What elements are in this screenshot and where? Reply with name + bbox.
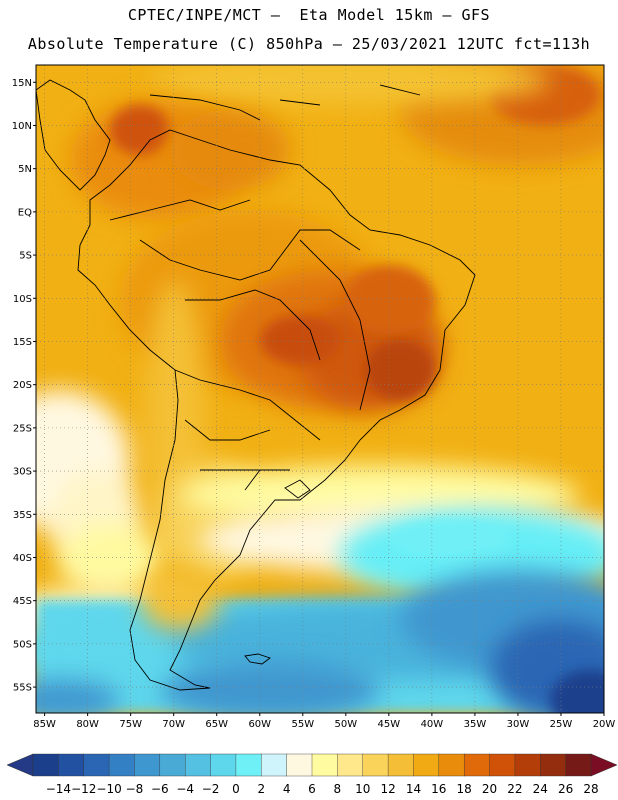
colorbar-swatch <box>134 753 161 777</box>
colorbar-label: 14 <box>406 782 421 796</box>
colorbar-swatch <box>58 753 85 777</box>
colorbar-swatch <box>413 753 440 777</box>
colorbar-swatch <box>311 753 338 777</box>
longitude-label: 30W <box>507 719 530 730</box>
colorbar-label: −2 <box>202 782 220 796</box>
graticule <box>36 65 605 713</box>
central-america-coastline <box>36 79 111 191</box>
colorbar-label: −6 <box>151 782 169 796</box>
colorbar-label: 12 <box>380 782 395 796</box>
longitude-labels: 85W 80W 75W 70W 65W 60W 55W 50W 45W 40W 35W 30W 25W 2… <box>33 713 615 730</box>
colorbar-swatch <box>463 753 491 777</box>
map-title-line-2: Absolute Temperature (C) 850hPa – 25/03/… <box>27 35 591 53</box>
colorbar-label: 16 <box>431 782 446 796</box>
colorbar-swatch <box>184 753 212 777</box>
latitude-label: 50S <box>13 639 32 650</box>
colorbar-high-arrow <box>590 753 618 777</box>
latitude-label: 5S <box>19 251 32 262</box>
latitude-label: 45S <box>13 596 32 607</box>
colorbar-swatch <box>540 753 567 777</box>
colorbar-label: 10 <box>355 782 370 796</box>
longitude-label: 20W <box>593 719 616 730</box>
falkland-islands <box>244 653 271 665</box>
latitude-label: 10N <box>12 121 32 132</box>
lake-outline <box>284 479 311 499</box>
colorbar-label: 0 <box>232 782 240 796</box>
colorbar-label: 4 <box>283 782 291 796</box>
colorbar-label: −12 <box>71 782 96 796</box>
colorbar-low-arrow <box>6 753 34 777</box>
latitude-labels: 15N 10N 5N EQ 5S 10S 15S 20S 25S 30S 35S 40S 45S 50S 5… <box>12 78 36 694</box>
colorbar-label: 18 <box>457 782 472 796</box>
colorbar-label: 20 <box>482 782 497 796</box>
latitude-label: 25S <box>13 423 32 434</box>
latitude-label: 15N <box>12 78 32 89</box>
colorbar-swatch <box>83 753 110 777</box>
colorbar-label: −14 <box>46 782 71 796</box>
latitude-label: 10S <box>13 294 32 305</box>
colorbar-swatch <box>235 753 262 777</box>
longitude-label: 35W <box>464 719 487 730</box>
colorbar-label: 2 <box>257 782 265 796</box>
colorbar-swatch <box>108 753 135 777</box>
colorbar-swatch <box>32 753 59 777</box>
colorbar-label: 26 <box>558 782 573 796</box>
longitude-label: 80W <box>76 719 99 730</box>
colorbar-swatch <box>362 753 389 777</box>
temperature-field <box>36 65 604 713</box>
longitude-label: 50W <box>335 719 358 730</box>
colorbar: −14 −12 −10 −8 −6 −4 −2 0 2 4 6 8 10 12 14 16 18 20 22 24 26… <box>6 753 618 796</box>
longitude-label: 25W <box>550 719 573 730</box>
latitude-label: 20S <box>13 380 32 391</box>
longitude-label: 40W <box>421 719 444 730</box>
latitude-label: 40S <box>13 553 32 564</box>
longitude-label: 70W <box>162 719 185 730</box>
colorbar-label: −8 <box>126 782 144 796</box>
map-frame <box>35 64 605 714</box>
colorbar-label: 6 <box>308 782 316 796</box>
longitude-label: 65W <box>205 719 228 730</box>
map-title-line-1: CPTEC/INPE/MCT – Eta Model 15km – GFS <box>127 6 491 24</box>
colorbar-label: 24 <box>533 782 548 796</box>
longitude-label: 55W <box>291 719 314 730</box>
longitude-label: 75W <box>119 719 142 730</box>
colorbar-swatch <box>565 753 592 777</box>
latitude-label: 35S <box>13 510 32 521</box>
colorbar-swatch <box>159 753 186 777</box>
south-america-coastline <box>77 129 476 691</box>
longitude-label: 85W <box>33 719 56 730</box>
longitude-label: 60W <box>248 719 271 730</box>
coastlines <box>36 79 476 691</box>
colorbar-swatch <box>210 753 237 777</box>
latitude-label: 15S <box>13 337 32 348</box>
latitude-label: 55S <box>13 683 32 694</box>
colorbar-swatch <box>261 753 288 777</box>
colorbar-label: 22 <box>507 782 522 796</box>
colorbar-swatch <box>286 753 313 777</box>
latitude-label: EQ <box>18 207 32 218</box>
colorbar-swatch <box>514 753 541 777</box>
longitude-label: 45W <box>378 719 401 730</box>
caribbean-islands <box>149 84 421 121</box>
colorbar-swatch <box>387 753 414 777</box>
colorbar-label: −10 <box>96 782 121 796</box>
latitude-label: 30S <box>13 467 32 478</box>
colorbar-swatch <box>438 753 465 777</box>
colorbar-label: −4 <box>176 782 194 796</box>
colorbar-swatch <box>337 753 364 777</box>
latitude-label: 5N <box>18 164 32 175</box>
colorbar-swatch <box>489 753 516 777</box>
colorbar-label: 8 <box>334 782 342 796</box>
colorbar-label: 28 <box>583 782 598 796</box>
